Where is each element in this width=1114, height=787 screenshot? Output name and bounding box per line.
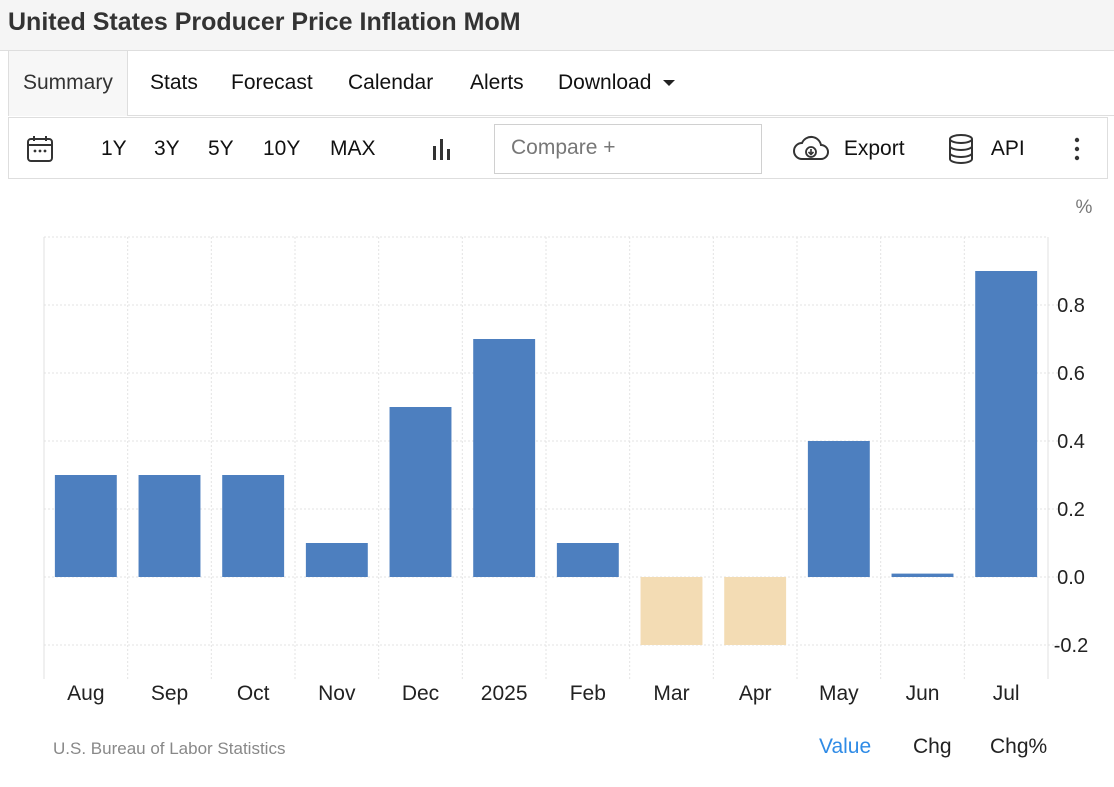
unit-label: % xyxy=(1076,197,1093,218)
bar-nov xyxy=(305,543,368,577)
y-tick-label: -0.2 xyxy=(1054,635,1088,657)
range-max-button[interactable]: MAX xyxy=(330,137,376,160)
api-label: API xyxy=(990,137,1025,160)
bar-jul xyxy=(975,271,1038,577)
tab-alerts[interactable]: Alerts xyxy=(470,71,524,94)
title-bar: United States Producer Price Inflation M… xyxy=(0,0,1114,51)
mode-chg-button[interactable]: Chg xyxy=(913,735,952,758)
chart-area: % -0.2 0.0 0.2 0.4 0.6 0.8 Aug Sep Oct Nov Dec 2025 F… xyxy=(0,180,1114,787)
mode-chgpct-button[interactable]: Chg% xyxy=(990,735,1048,758)
bar-may xyxy=(807,441,870,577)
compare-input[interactable]: Compare + xyxy=(494,124,762,174)
x-tick-label: Aug xyxy=(67,682,104,705)
page-title: United States Producer Price Inflation M… xyxy=(8,8,521,36)
x-tick-label: 2025 xyxy=(481,682,528,705)
y-tick-label: 0.6 xyxy=(1057,363,1085,385)
range-5y-button[interactable]: 5Y xyxy=(208,137,234,160)
x-tick-label: May xyxy=(819,682,859,705)
calendar-icon[interactable] xyxy=(25,118,55,180)
y-tick-label: 0.2 xyxy=(1057,499,1085,521)
range-1y-button[interactable]: 1Y xyxy=(101,137,127,160)
x-tick-label: Jun xyxy=(906,682,940,705)
tab-bar: Summary Stats Forecast Calendar Alerts D… xyxy=(8,51,1114,116)
x-tick-label: Feb xyxy=(570,682,606,705)
tab-summary[interactable]: Summary xyxy=(8,51,128,116)
tab-download[interactable]: Download xyxy=(558,51,676,115)
tab-stats[interactable]: Stats xyxy=(150,71,198,94)
caret-down-icon xyxy=(663,80,676,87)
range-3y-button[interactable]: 3Y xyxy=(154,137,180,160)
x-tick-label: Sep xyxy=(151,682,188,705)
x-tick-label: Nov xyxy=(318,682,356,705)
tab-download-label: Download xyxy=(558,71,652,94)
chart-toolbar: 1Y 3Y 5Y 10Y MAX Compare + Export xyxy=(8,117,1108,179)
bar-feb xyxy=(556,543,619,577)
mode-value-button[interactable]: Value xyxy=(819,735,872,758)
y-tick-label: 0.4 xyxy=(1057,431,1085,453)
x-tick-label: Oct xyxy=(237,682,270,705)
export-button[interactable]: Export xyxy=(792,118,905,180)
x-tick-label: Dec xyxy=(402,682,439,705)
tab-calendar[interactable]: Calendar xyxy=(348,71,434,94)
x-tick-label: Mar xyxy=(653,682,689,705)
y-tick-label: 0.0 xyxy=(1057,567,1085,589)
more-vertical-icon[interactable] xyxy=(1071,118,1083,180)
bar-jun xyxy=(891,573,954,577)
x-tick-label: Jul xyxy=(993,682,1020,705)
database-icon xyxy=(947,134,981,165)
bar-chart: % -0.2 0.0 0.2 0.4 0.6 0.8 Aug Sep Oct Nov Dec 2025 F… xyxy=(43,197,1093,705)
bar-chart-icon[interactable] xyxy=(429,118,455,180)
source-label: U.S. Bureau of Labor Statistics xyxy=(53,739,286,758)
export-label: Export xyxy=(843,137,905,160)
x-tick-label: Apr xyxy=(739,682,772,705)
bar-aug xyxy=(54,475,117,577)
range-10y-button[interactable]: 10Y xyxy=(263,137,301,160)
bar-dec xyxy=(389,407,452,577)
bar-oct xyxy=(222,475,285,577)
bar-apr xyxy=(724,577,787,645)
tab-forecast[interactable]: Forecast xyxy=(231,71,313,94)
api-button[interactable]: API xyxy=(947,118,1025,180)
bar-2025 xyxy=(473,339,536,577)
cloud-download-icon xyxy=(792,136,836,161)
bar-mar xyxy=(640,577,703,645)
y-tick-label: 0.8 xyxy=(1057,295,1085,317)
bar-sep xyxy=(138,475,201,577)
